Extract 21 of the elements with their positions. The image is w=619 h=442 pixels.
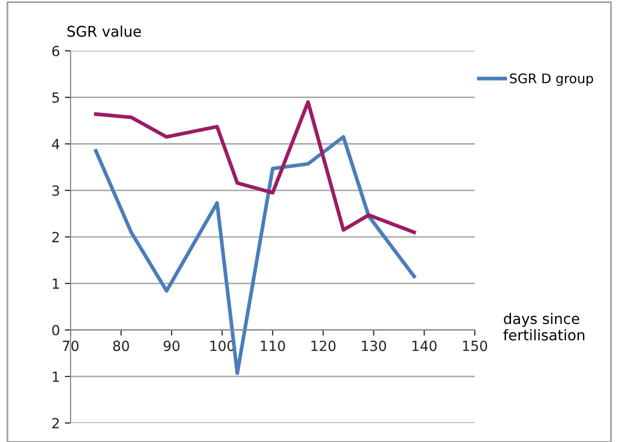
y-axis-title: SGR value — [67, 26, 141, 37]
line-series — [94, 100, 416, 234]
y-tick-label: 5 — [52, 92, 59, 103]
x-tick-label: 130 — [362, 340, 386, 352]
y-tick-label: 2 — [52, 232, 59, 242]
y-tick-label: 2 — [52, 418, 59, 428]
x-tick-label: 140 — [412, 340, 437, 352]
legend-label: SGR D group — [510, 73, 594, 86]
x-tick-label: 90 — [164, 340, 180, 352]
x-tick-label: 110 — [260, 340, 285, 352]
x-tick-label: 70 — [62, 340, 78, 352]
x-tick-label: 150 — [463, 340, 488, 352]
x-axis-title: days since fertilisation — [503, 312, 584, 340]
x-tick-label: 120 — [311, 340, 336, 352]
y-tick-label: 0 — [52, 324, 60, 336]
y-tick-label: 6 — [52, 46, 60, 56]
y-tick-label: 1 — [52, 278, 59, 289]
y-tick-label: 3 — [52, 185, 60, 196]
y-tick-label: 4 — [52, 139, 60, 150]
x-tick-label: 80 — [113, 340, 130, 352]
y-tick-label: 1 — [52, 372, 59, 382]
